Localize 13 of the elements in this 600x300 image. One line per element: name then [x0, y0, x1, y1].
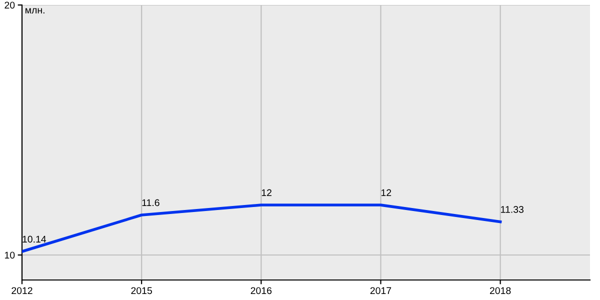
y-axis-title: млн.	[26, 8, 44, 14]
data-label: 11.6	[142, 199, 160, 206]
y-tick-label: 20	[4, 2, 15, 9]
x-tick-label: 2018	[490, 287, 511, 294]
x-tick-label: 2017	[370, 287, 392, 294]
x-tick-label: 2015	[131, 287, 152, 294]
data-label: 12	[262, 189, 272, 196]
data-label: 12	[381, 189, 392, 196]
x-tick-label: 2016	[250, 287, 272, 294]
data-label: 10.14	[22, 236, 46, 243]
data-label: 11.33	[501, 206, 524, 213]
y-tick-label: 10	[4, 252, 15, 259]
x-tick-label: 2012	[12, 287, 32, 294]
